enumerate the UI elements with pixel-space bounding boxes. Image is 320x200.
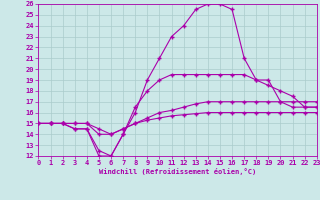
X-axis label: Windchill (Refroidissement éolien,°C): Windchill (Refroidissement éolien,°C) xyxy=(99,168,256,175)
